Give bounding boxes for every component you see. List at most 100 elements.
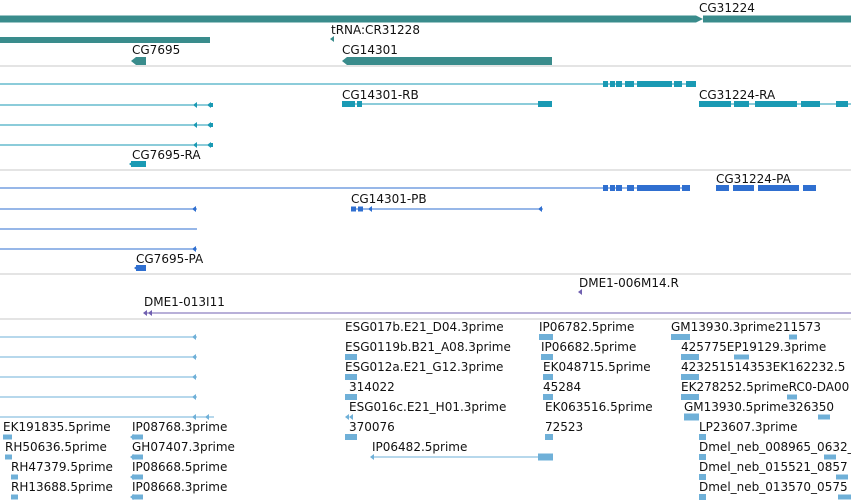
est-label[interactable]: RH13688.5prime (11, 480, 113, 494)
est-label[interactable]: GM13930.5prime326350 (684, 400, 835, 414)
strand-arrow (345, 414, 349, 420)
est-label[interactable]: EK048715.5prime (543, 360, 651, 374)
strand-arrow (129, 161, 133, 167)
strand-arrow (349, 414, 353, 420)
bac-end-glyph (578, 289, 582, 295)
est-label[interactable]: IP06682.5prime (541, 340, 637, 354)
strand-arrow (134, 265, 138, 271)
est-label[interactable]: IP08668.3prime (132, 480, 228, 494)
gene-label-cg7695[interactable]: CG7695 (132, 43, 181, 57)
est-label[interactable]: 370076 (349, 420, 395, 434)
exon-block (132, 434, 143, 440)
exon-block (210, 143, 213, 147)
exon-block (716, 185, 729, 191)
exon-block (345, 354, 357, 360)
est-label[interactable]: Dmel_neb_015521_0857 (699, 460, 848, 474)
est-label[interactable]: 72523 (545, 420, 584, 434)
exon-block (755, 101, 797, 107)
exon-block (684, 413, 699, 421)
est-label[interactable]: IP08768.3prime (132, 420, 228, 434)
est-label[interactable]: IP06782.5prime (539, 320, 635, 334)
est-label[interactable]: Dmel_neb_008965_0632_ (699, 440, 851, 454)
est-label[interactable]: GM13930.3prime211573 (671, 320, 822, 334)
est-label[interactable]: IP08668.5prime (132, 460, 228, 474)
est-glyph (192, 374, 196, 380)
exon-block (836, 474, 848, 480)
exon-block (682, 185, 690, 191)
exon-block (131, 161, 146, 167)
est-label[interactable]: GH07407.3prime (132, 440, 235, 454)
exon-block (132, 454, 143, 460)
gene-cg31224-arrow (696, 15, 703, 23)
exon-block (699, 454, 706, 460)
gene-label-cg31224[interactable]: CG31224 (699, 1, 755, 15)
exon-block (616, 81, 622, 87)
protein-label-cg14301-pb[interactable]: CG14301-PB (351, 192, 427, 206)
exon-block (538, 453, 553, 461)
est-glyph (130, 434, 134, 440)
est-label[interactable]: 45284 (543, 380, 582, 394)
exon-block (610, 185, 615, 191)
est-label[interactable]: EK063516.5prime (545, 400, 653, 414)
trna-glyph (330, 36, 334, 42)
exon-block (358, 206, 363, 212)
exon-block (342, 101, 355, 107)
strand-arrow (368, 206, 372, 212)
exon-block (210, 103, 213, 107)
est-label[interactable]: ESG017b.E21_D04.3prime (345, 320, 504, 334)
est-glyph (192, 334, 196, 340)
exon-block (699, 434, 706, 440)
strand-arrow (342, 101, 346, 107)
gene-cg14301-glyph (342, 57, 552, 65)
est-label[interactable]: RH50636.5prime (5, 440, 107, 454)
est-label[interactable]: ESG016c.E21_H01.3prime (349, 400, 507, 414)
exon-block (543, 374, 553, 380)
bac-end-glyph (148, 310, 152, 316)
transcript-label-cg7695-ra[interactable]: CG7695-RA (132, 148, 201, 162)
est-label[interactable]: 425775EP19129.3prime (681, 340, 827, 354)
exon-block (733, 185, 754, 191)
est-label[interactable]: RH47379.5prime (11, 460, 113, 474)
protein-label-cg7695-pa[interactable]: CG7695-PA (136, 252, 204, 266)
est-glyph (192, 394, 196, 400)
exon-block (681, 394, 699, 400)
est-label[interactable]: EK278252.5primeRC0-DA00 (681, 380, 850, 394)
est-label[interactable]: 423251514353EK162232.5 (681, 360, 846, 374)
bac-label-dme1-006m14r[interactable]: DME1-006M14.R (579, 276, 679, 290)
est-label[interactable]: IP06482.5prime (372, 440, 468, 454)
est-label[interactable]: EK191835.5prime (3, 420, 111, 434)
exon-block (351, 206, 356, 212)
gene-body (0, 37, 210, 43)
exon-block (357, 101, 362, 107)
transcript-label-cg31224-ra[interactable]: CG31224-RA (699, 88, 776, 102)
est-label[interactable]: LP23607.3prime (699, 420, 798, 434)
exon-block (674, 81, 682, 87)
est-label[interactable]: ESG012a.E21_G12.3prime (345, 360, 504, 374)
protein-label-cg31224-pa[interactable]: CG31224-PA (716, 172, 791, 186)
exon-block (699, 494, 706, 500)
exon-block (801, 101, 820, 107)
exon-block (627, 185, 634, 191)
exon-block (5, 454, 12, 460)
exon-block (838, 494, 851, 500)
gene-label-trna-cr31228[interactable]: tRNA:CR31228 (331, 23, 420, 37)
strand-arrow (193, 122, 197, 128)
gene-label-cg14301[interactable]: CG14301 (342, 43, 398, 57)
est-glyph (130, 474, 134, 480)
est-label[interactable]: ESG0119b.B21_A08.3prime (345, 340, 511, 354)
est-label[interactable]: Dmel_neb_013570_0575 (699, 480, 848, 494)
bac-label-dme1-013i11[interactable]: DME1-013I11 (144, 295, 225, 309)
exon-block (686, 81, 696, 87)
strand-arrow (192, 246, 196, 252)
transcript-label-cg14301-rb[interactable]: CG14301-RB (342, 88, 419, 102)
est-label[interactable]: 314022 (349, 380, 395, 394)
gene-cg31224-body (703, 15, 851, 23)
exon-block (345, 434, 357, 440)
strand-arrow (192, 206, 196, 212)
exon-block (699, 474, 706, 480)
exon-block (734, 101, 749, 107)
est-glyph (130, 494, 134, 500)
bac-end-glyph (143, 310, 147, 316)
exon-block (345, 394, 357, 400)
